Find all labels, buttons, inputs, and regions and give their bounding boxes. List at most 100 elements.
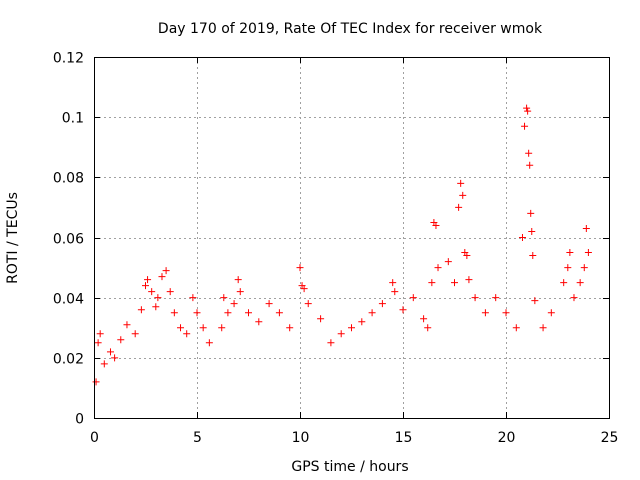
data-point — [444, 258, 452, 266]
data-point — [166, 288, 174, 296]
data-point — [481, 309, 489, 317]
data-point — [434, 264, 442, 272]
data-point — [205, 339, 213, 347]
y-tick-label: 0.02 — [53, 352, 84, 368]
data-point — [317, 315, 325, 323]
data-point — [391, 288, 399, 296]
data-point — [92, 378, 100, 386]
data-point — [199, 324, 207, 332]
plot-frame — [94, 57, 610, 419]
data-point — [255, 318, 263, 326]
data-point — [560, 279, 568, 287]
data-point — [300, 285, 308, 293]
data-point — [420, 315, 428, 323]
data-point — [131, 330, 139, 338]
data-point — [570, 294, 578, 302]
data-point — [170, 309, 178, 317]
data-point — [220, 294, 228, 302]
data-point — [521, 122, 529, 130]
data-point — [144, 276, 152, 284]
data-point — [463, 252, 471, 260]
data-point — [183, 330, 191, 338]
data-point — [275, 309, 283, 317]
data-point — [106, 348, 114, 356]
data-point — [528, 227, 536, 235]
data-point — [148, 288, 156, 296]
data-point — [368, 309, 376, 317]
data-point — [94, 339, 102, 347]
y-tick-label: 0.08 — [53, 171, 84, 187]
y-tick-label: 0.1 — [62, 111, 84, 127]
data-point — [154, 294, 162, 302]
data-point — [492, 294, 500, 302]
y-tick-label: 0 — [75, 412, 84, 428]
data-point — [526, 161, 534, 169]
data-point — [158, 273, 166, 281]
data-point — [111, 354, 119, 362]
data-point — [137, 306, 145, 314]
data-point — [409, 294, 417, 302]
y-axis-label: ROTI / TECUs — [5, 192, 21, 284]
data-point — [451, 279, 458, 287]
data-point — [459, 191, 467, 199]
chart-title: Day 170 of 2019, Rate Of TEC Index for r… — [158, 21, 543, 37]
x-axis-label: GPS time / hours — [291, 459, 408, 475]
data-point — [337, 330, 345, 338]
data-point — [547, 309, 555, 317]
data-point — [455, 203, 463, 211]
data-point — [327, 339, 335, 347]
data-point — [471, 294, 479, 302]
data-point — [378, 300, 386, 308]
data-points — [92, 104, 592, 386]
data-point — [580, 264, 588, 272]
data-point — [193, 309, 201, 317]
x-tick-label: 5 — [193, 430, 202, 446]
data-point — [531, 297, 539, 305]
x-tick-label: 10 — [292, 430, 310, 446]
data-point — [230, 300, 238, 308]
data-point — [304, 300, 312, 308]
y-tick-label: 0.04 — [53, 292, 84, 308]
data-point — [582, 224, 590, 232]
data-point — [566, 249, 574, 257]
x-tick-label: 25 — [601, 430, 619, 446]
data-point — [523, 104, 531, 112]
data-point — [457, 179, 465, 187]
data-point — [123, 321, 131, 329]
data-point — [152, 303, 160, 311]
data-point — [389, 279, 397, 287]
data-point — [525, 149, 533, 157]
x-tick-label: 15 — [395, 430, 413, 446]
data-point — [502, 309, 510, 317]
data-point — [424, 324, 432, 332]
data-point — [296, 264, 304, 272]
data-point — [142, 282, 149, 290]
data-point — [432, 221, 440, 229]
y-tick-label: 0.12 — [53, 51, 84, 67]
data-point — [428, 279, 436, 287]
grid-lines — [94, 57, 609, 418]
data-point — [218, 324, 226, 332]
data-point — [529, 252, 537, 260]
axis-ticks: 0 5 10 15 20 25 0 0.02 0.04 0.06 0.08 0.1 0.12 — [53, 51, 619, 447]
data-point — [348, 324, 355, 332]
data-point — [512, 324, 520, 332]
x-tick-label: 0 — [90, 430, 99, 446]
data-point — [465, 276, 473, 284]
data-point — [96, 330, 104, 338]
data-point — [564, 264, 572, 272]
data-point — [518, 234, 526, 241]
x-tick-label: 20 — [498, 430, 516, 446]
data-point — [286, 324, 294, 332]
data-point — [162, 267, 170, 275]
data-point — [224, 309, 232, 317]
data-point — [189, 294, 197, 302]
data-point — [117, 336, 125, 344]
data-point — [234, 276, 242, 284]
data-point — [584, 249, 592, 257]
data-point — [265, 300, 273, 308]
data-point — [236, 288, 244, 296]
data-point — [524, 107, 532, 115]
data-point — [539, 324, 547, 332]
